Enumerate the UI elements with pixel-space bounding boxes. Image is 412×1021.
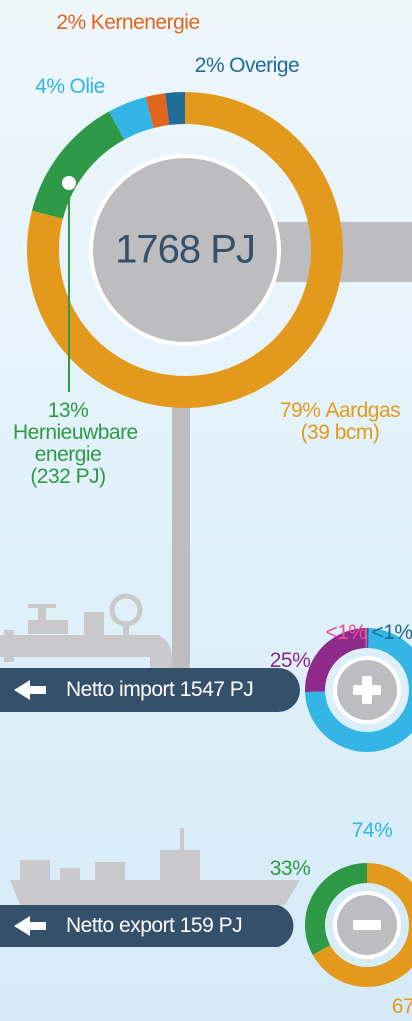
slice-label: 2% Kernenergie [56, 12, 199, 34]
pipe-icon [0, 596, 172, 668]
pointer-dot [62, 176, 76, 190]
center-label: 1768 PJ [115, 228, 255, 273]
sub-label: (232 PJ) [13, 466, 123, 488]
value-label: <1% [371, 622, 412, 644]
value-label: 79% [280, 399, 321, 422]
ship-icon [10, 828, 300, 905]
connector-pole [172, 400, 190, 670]
minus-icon [353, 920, 381, 930]
plus-icon [362, 676, 372, 704]
export-title: Netto export 159 PJ [66, 914, 242, 938]
value-label: 13% [13, 400, 123, 422]
category-label: Aardgas [325, 399, 400, 422]
slice-label: 4% Olie [35, 76, 105, 98]
import-title: Netto import 1547 PJ [66, 678, 253, 702]
infographic [0, 0, 412, 1021]
slice-label: 2%Overige [195, 55, 299, 77]
value-label: 2% [195, 54, 224, 77]
value-label: 74% [352, 820, 393, 842]
value-label: 25% [270, 650, 311, 672]
value-label: 4% [35, 75, 64, 98]
value-label: <1% [325, 622, 366, 644]
sub-label: (39 bcm) [280, 422, 400, 444]
value-label: 2% [56, 11, 85, 34]
value-label: 67% [392, 996, 412, 1018]
category-label: Overige [229, 54, 299, 77]
slice-label: 13% Hernieuwbare energie (232 PJ) [13, 400, 123, 488]
value-label: 33% [270, 858, 311, 880]
category-label: Kernenergie [91, 11, 200, 34]
slice-label: 79%Aardgas (39 bcm) [280, 400, 400, 444]
category-label: Hernieuwbare energie [13, 422, 123, 466]
page: 1768 PJ 2%Kernenergie 2%Overige 4%Olie 1… [0, 0, 412, 1021]
category-label: Olie [70, 75, 105, 98]
